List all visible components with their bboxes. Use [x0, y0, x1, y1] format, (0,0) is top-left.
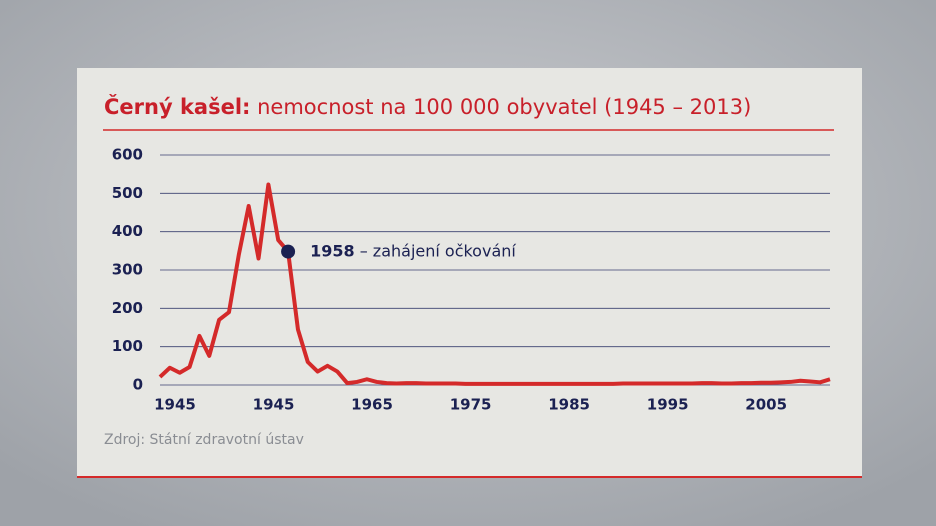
- annotation-text: – zahájení očkování: [360, 241, 517, 260]
- annotation: 1958 – zahájení očkování: [310, 241, 516, 260]
- title-bold: Černý kašel:: [104, 94, 250, 119]
- source: Zdroj: Státní zdravotní ústav: [104, 432, 304, 448]
- chart-title: Černý kašel: nemocnost na 100 000 obyvat…: [104, 94, 751, 119]
- y-tick-label: 300: [112, 261, 143, 279]
- x-tick-label: 1945: [154, 396, 196, 414]
- y-tick-label: 0: [133, 376, 143, 394]
- x-tick-label: 2005: [745, 396, 787, 414]
- x-tick-label: 1995: [647, 396, 689, 414]
- y-tick-label: 400: [112, 222, 143, 240]
- x-tick-label: 1975: [450, 396, 492, 414]
- y-tick-label: 500: [112, 184, 143, 202]
- title-rest: nemocnost na 100 000 obyvatel (1945 – 20…: [257, 95, 751, 119]
- y-tick-label: 200: [112, 299, 143, 317]
- x-tick-label: 1985: [548, 396, 590, 414]
- panel: [77, 68, 862, 477]
- x-tick-label: 1945: [253, 396, 295, 414]
- annotation-point: [281, 244, 296, 259]
- y-tick-label: 600: [112, 146, 143, 164]
- annotation-year: 1958: [310, 241, 355, 260]
- x-tick-label: 1965: [351, 396, 393, 414]
- data-line: [158, 182, 831, 386]
- y-tick-label: 100: [112, 337, 143, 355]
